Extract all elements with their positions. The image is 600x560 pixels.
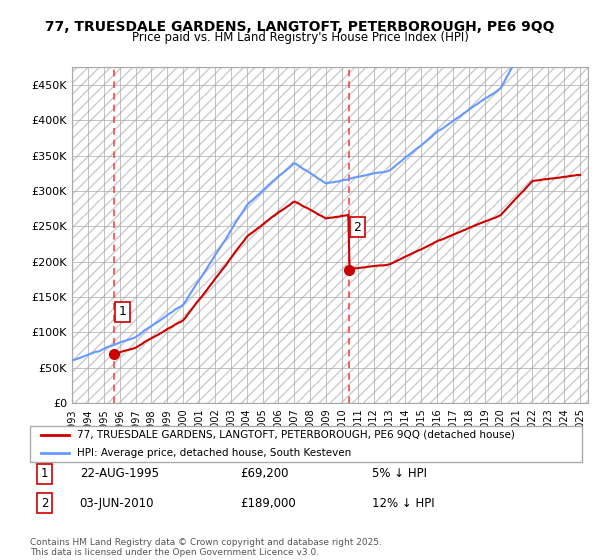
Text: 5% ↓ HPI: 5% ↓ HPI <box>372 467 427 480</box>
Text: 03-JUN-2010: 03-JUN-2010 <box>80 497 154 510</box>
Text: 22-AUG-1995: 22-AUG-1995 <box>80 467 158 480</box>
Text: 2: 2 <box>41 497 49 510</box>
Text: 1: 1 <box>119 305 127 318</box>
Text: 1: 1 <box>41 467 49 480</box>
Text: Contains HM Land Registry data © Crown copyright and database right 2025.
This d: Contains HM Land Registry data © Crown c… <box>30 538 382 557</box>
Text: Price paid vs. HM Land Registry's House Price Index (HPI): Price paid vs. HM Land Registry's House … <box>131 31 469 44</box>
FancyBboxPatch shape <box>30 426 582 462</box>
Text: HPI: Average price, detached house, South Kesteven: HPI: Average price, detached house, Sout… <box>77 448 351 458</box>
Text: 77, TRUESDALE GARDENS, LANGTOFT, PETERBOROUGH, PE6 9QQ: 77, TRUESDALE GARDENS, LANGTOFT, PETERBO… <box>45 20 555 34</box>
Text: £69,200: £69,200 <box>240 467 288 480</box>
Text: 77, TRUESDALE GARDENS, LANGTOFT, PETERBOROUGH, PE6 9QQ (detached house): 77, TRUESDALE GARDENS, LANGTOFT, PETERBO… <box>77 430 515 440</box>
Text: 2: 2 <box>353 221 361 234</box>
Text: £189,000: £189,000 <box>240 497 296 510</box>
Text: 12% ↓ HPI: 12% ↓ HPI <box>372 497 435 510</box>
